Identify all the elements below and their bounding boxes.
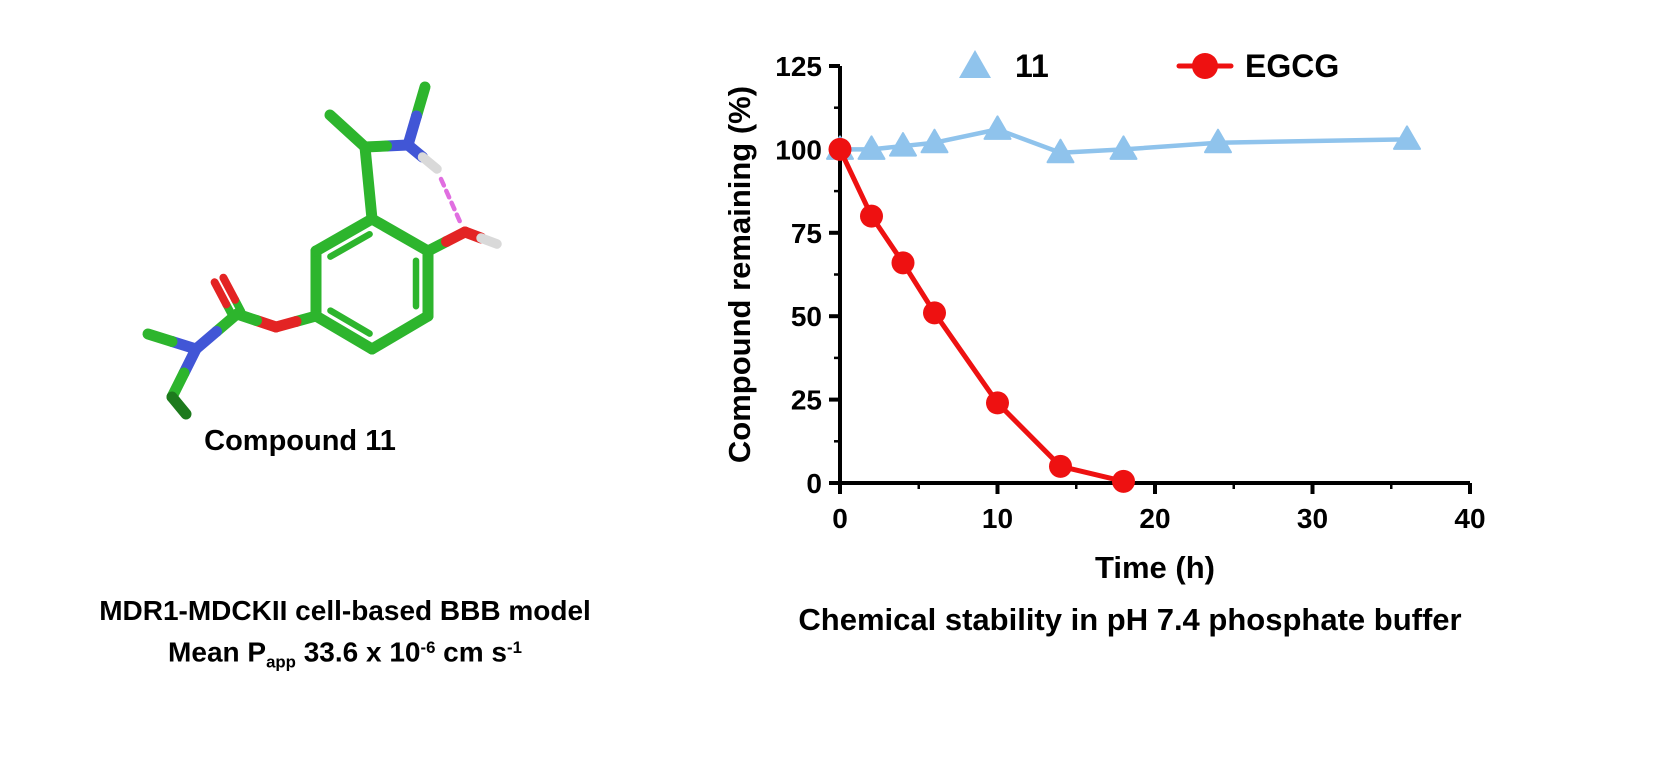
bond-nh [417, 152, 442, 174]
bbb-caption: MDR1-MDCKII cell-based BBB model Mean Pa… [0, 592, 690, 680]
series-marker-EGCG [828, 137, 852, 161]
stability-chart: 0 10 20 30 40 0 25 50 75 100 125 Time (h) Compound r… [720, 18, 1540, 593]
series-marker-EGCG [986, 391, 1009, 415]
x-tick-label: 0 [832, 503, 848, 534]
y-tick-label: 100 [775, 134, 822, 165]
y-tick-label: 75 [791, 218, 822, 249]
papp-unit-exponent: -1 [507, 638, 522, 657]
x-tick-label: 10 [982, 503, 1013, 534]
series-marker-EGCG [1049, 454, 1072, 478]
compound-label: Compound 11 [204, 425, 396, 457]
compound-11-structure [142, 81, 502, 420]
bond-oh [476, 233, 502, 249]
x-tick-label: 20 [1139, 503, 1170, 534]
ring-double-bond [327, 307, 373, 337]
legend-marker-EGCG [1192, 53, 1218, 79]
legend-marker-11 [959, 50, 991, 78]
series-marker-11 [920, 128, 949, 154]
bond [359, 141, 378, 225]
series-marker-11 [983, 115, 1012, 140]
ring-bond [366, 213, 434, 257]
carbonyl-bond [219, 273, 240, 304]
papp-prefix: Mean P [168, 636, 267, 668]
series-marker-11 [857, 135, 886, 160]
series-marker-11 [1046, 138, 1075, 164]
carbonyl-bond [210, 278, 231, 309]
bond [142, 328, 178, 347]
ring-bond [310, 213, 378, 257]
y-tick-label: 25 [791, 385, 822, 416]
ring-double-bond [327, 230, 373, 260]
bbb-caption-line2: Mean Papp 33.6 x 10-6 cm s-1 [0, 629, 690, 680]
y-tick-label: 125 [775, 51, 822, 82]
series-marker-11 [889, 132, 917, 157]
x-axis-label: Time (h) [1095, 550, 1215, 585]
legend-label-11: 11 [1015, 48, 1049, 84]
compound-panel: Compound 11 MDR1-MDCKII cell-based BBB m… [0, 0, 700, 768]
series-marker-11 [1109, 135, 1138, 160]
papp-value: 33.6 x 10 [295, 636, 421, 668]
series-marker-EGCG [923, 301, 946, 325]
series-marker-EGCG [1112, 469, 1135, 493]
ring-bond [310, 310, 378, 355]
bond [166, 391, 192, 420]
series-marker-11 [1204, 128, 1232, 154]
chart-title: Chemical stability in pH 7.4 phosphate b… [798, 602, 1462, 637]
ring-bond [366, 310, 434, 355]
series-marker-EGCG [860, 204, 883, 228]
series-marker-11 [1393, 125, 1421, 150]
bond [324, 109, 371, 153]
papp-subscript: app [266, 652, 296, 672]
y-axis-label: Compound remaining (%) [722, 86, 757, 463]
legend-label-EGCG: EGCG [1245, 48, 1339, 84]
x-tick-label: 30 [1297, 503, 1328, 534]
series-line-EGCG [837, 146, 1126, 484]
bbb-caption-line1: MDR1-MDCKII cell-based BBB model [99, 595, 591, 626]
papp-exponent: -6 [420, 638, 436, 657]
hydrogen-bond-dash [438, 176, 464, 227]
y-tick-label: 0 [806, 468, 822, 499]
x-tick-label: 40 [1454, 503, 1485, 534]
series-marker-EGCG [891, 251, 915, 275]
papp-unit: cm s [435, 636, 508, 668]
y-tick-label: 50 [791, 301, 822, 332]
